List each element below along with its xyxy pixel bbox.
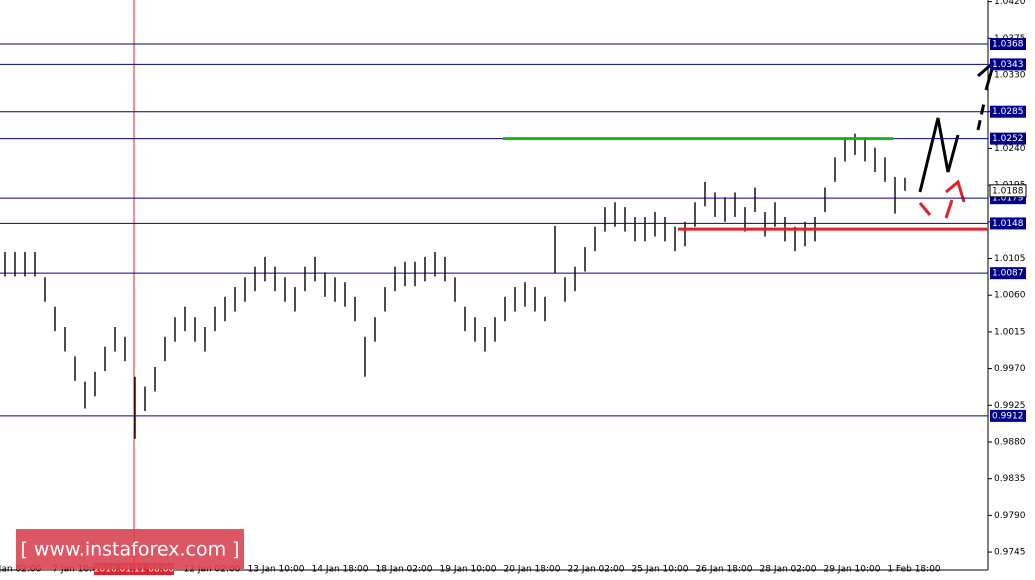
- crosshair-label: 2016.01.11 08:00: [94, 565, 175, 575]
- y-tick-label: 1.0240: [994, 144, 1026, 154]
- level-label-box: [990, 217, 1026, 230]
- y-tick-label: 1.0105: [994, 254, 1026, 264]
- x-tick-label: 14 Jan 18:00: [312, 565, 369, 575]
- level-label-box: [990, 267, 1026, 280]
- x-tick-label: 25 Jan 10:00: [632, 565, 689, 575]
- x-tick-label: 18 Jan 02:00: [376, 565, 433, 575]
- forecast-path: [918, 117, 960, 193]
- x-tick-label: 7 Jan 10:00: [52, 565, 104, 575]
- y-tick-label: 0.9925: [994, 401, 1026, 411]
- x-tick-label: 1 Feb 18:00: [887, 565, 941, 575]
- x-tick-label: 20 Jan 18:00: [504, 565, 561, 575]
- level-label: 1.0252: [992, 134, 1024, 144]
- level-label: 1.0343: [992, 60, 1024, 70]
- x-tick-label: 19 Jan 10:00: [440, 565, 497, 575]
- watermark: [ www.instaforex.com ]: [16, 529, 244, 569]
- level-label-box: [990, 105, 1026, 118]
- current-price-box: [989, 184, 1027, 198]
- y-tick-label: 0.9880: [994, 437, 1026, 447]
- level-label-box: [990, 409, 1026, 422]
- level-label: 1.0148: [992, 219, 1024, 229]
- watermark-text: [ www.instaforex.com ]: [20, 539, 239, 561]
- level-label: 0.9912: [992, 411, 1024, 421]
- x-tick-label: Jan 02:00: [0, 565, 42, 575]
- x-tick-label: 26 Jan 18:00: [696, 565, 753, 575]
- x-tick-label: 29 Jan 10:00: [824, 565, 881, 575]
- x-tick-label: 22 Jan 02:00: [568, 565, 625, 575]
- y-tick-label: 1.0015: [994, 327, 1026, 337]
- forecast-dash: [976, 102, 986, 131]
- forecast-dash: [918, 202, 932, 216]
- forecast-arrow-red: [918, 179, 966, 219]
- level-label: 1.0179: [992, 194, 1024, 204]
- y-tick-label: 0.9790: [994, 511, 1026, 521]
- current-price-label: 1.0188: [992, 186, 1024, 196]
- watermark-box: [16, 529, 244, 569]
- y-tick-label: 1.0420: [994, 0, 1026, 7]
- level-label-box: [990, 38, 1026, 51]
- y-tick-label: 0.9835: [994, 474, 1026, 484]
- y-tick-label: 1.0330: [994, 71, 1026, 81]
- forecast-dash: [944, 199, 954, 219]
- level-label-box: [990, 58, 1026, 71]
- y-tick-label: 1.0060: [994, 291, 1026, 301]
- level-label: 1.0368: [992, 40, 1024, 50]
- x-tick-label: 12 Jan 02:00: [184, 565, 241, 575]
- x-tick-label: 13 Jan 10:00: [248, 565, 305, 575]
- level-label-box: [990, 132, 1026, 145]
- level-label: 1.0285: [992, 107, 1024, 117]
- x-tick-label: 28 Jan 02:00: [760, 565, 817, 575]
- y-tick-label: 0.9970: [994, 364, 1026, 374]
- level-label: 1.0087: [992, 269, 1024, 279]
- y-tick-label: 0.9745: [994, 548, 1026, 558]
- arrow-head: [945, 179, 966, 203]
